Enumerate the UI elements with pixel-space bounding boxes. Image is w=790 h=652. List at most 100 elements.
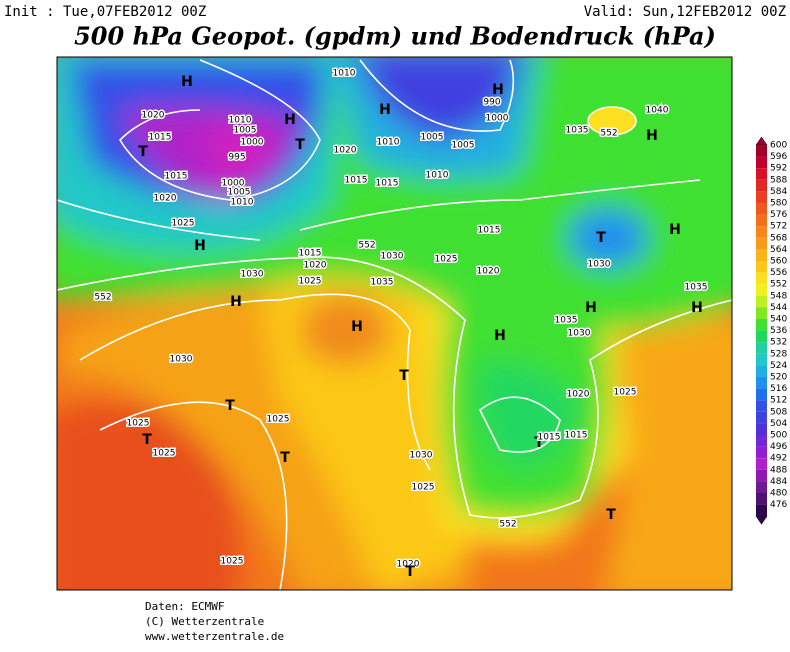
- colorbar-swatch: [756, 191, 767, 203]
- isobar-label: 1000: [241, 138, 264, 148]
- colorbar-label: 476: [770, 500, 787, 510]
- colorbar-label: 584: [770, 187, 787, 197]
- pressure-center: T: [606, 507, 616, 523]
- footer-line: Daten: ECMWF: [145, 600, 224, 613]
- colorbar-label: 512: [770, 396, 787, 406]
- colorbar-label: 536: [770, 326, 787, 336]
- isobar-label: 552: [358, 241, 375, 251]
- isobar-label: 1035: [685, 283, 708, 293]
- colorbar-label: 556: [770, 268, 787, 278]
- colorbar-label: 544: [770, 303, 787, 313]
- isobar-label: 1015: [299, 249, 322, 259]
- colorbar-tip: [755, 515, 768, 525]
- pressure-center: H: [494, 328, 506, 344]
- isobar-label: 1020: [142, 111, 165, 121]
- isobar-label: 1025: [614, 388, 637, 398]
- isobar-label: 1035: [566, 126, 589, 136]
- pressure-center: H: [181, 74, 193, 90]
- colorbar-label: 524: [770, 361, 787, 371]
- isobar-label: 1025: [127, 419, 150, 429]
- isobar-label: 1010: [231, 198, 254, 208]
- isobar-label: 1025: [299, 277, 322, 287]
- colorbar-swatch: [756, 481, 767, 493]
- colorbar-swatch: [756, 411, 767, 424]
- colorbar-label: 596: [770, 152, 787, 162]
- isobar-label: 1030: [170, 355, 193, 365]
- colorbar-swatch: [756, 377, 767, 389]
- pressure-center: H: [669, 222, 681, 238]
- colorbar-label: 592: [770, 164, 787, 174]
- isobar-label: 1030: [241, 270, 264, 280]
- colorbar-tip: [755, 136, 768, 146]
- colorbar-swatch: [756, 493, 767, 505]
- isobar-label: 1000: [222, 179, 245, 189]
- isobar-label: 1025: [435, 255, 458, 265]
- colorbar-label: 496: [770, 442, 787, 452]
- isobar-label: 1005: [234, 126, 257, 136]
- isobars: [57, 59, 732, 590]
- isobar-label: 1015: [376, 179, 399, 189]
- isobar-label: 1035: [555, 316, 578, 326]
- isobar-label: 1015: [345, 176, 368, 186]
- colorbar-swatch: [756, 214, 767, 227]
- colorbar-swatch: [756, 237, 767, 250]
- isobar-label: 1010: [377, 138, 400, 148]
- isobar-label: 1025: [172, 219, 195, 229]
- map-frame: [56, 56, 733, 591]
- colorbar-swatch: [756, 179, 767, 192]
- pressure-center: T: [138, 144, 148, 160]
- colorbar-swatch: [756, 145, 767, 157]
- pressure-center: H: [585, 300, 597, 316]
- isobar-label: 1015: [149, 133, 172, 143]
- pressure-center: T: [405, 564, 415, 580]
- isobar-label: 1035: [371, 278, 394, 288]
- isobar-label: 1015: [565, 431, 588, 441]
- colorbar-label: 532: [770, 338, 787, 348]
- isobar-label: 1020: [567, 390, 590, 400]
- isobar-label: 552: [94, 293, 111, 303]
- isobar-label: 552: [499, 520, 516, 530]
- colorbar-label: 568: [770, 233, 787, 243]
- isobar-label: 1005: [421, 133, 444, 143]
- colorbar-swatch: [756, 423, 767, 435]
- colorbar-label: 600: [770, 141, 787, 151]
- colorbar-label: 552: [770, 280, 787, 290]
- colorbar-swatch: [756, 156, 767, 169]
- pressure-center: T: [295, 137, 305, 153]
- isobar-label: 1010: [333, 69, 356, 79]
- isobar-label: 1010: [426, 171, 449, 181]
- footer-line: (C) Wetterzentrale: [145, 615, 264, 628]
- colorbar-swatch: [756, 307, 767, 319]
- colorbar-label: 580: [770, 199, 787, 209]
- pressure-center: H: [646, 128, 658, 144]
- isobar-label: 1015: [538, 433, 561, 443]
- colorbar-swatch: [756, 388, 767, 401]
- colorbar-swatch: [756, 353, 767, 366]
- colorbar-label: 560: [770, 257, 787, 267]
- colorbar-swatch: [756, 249, 767, 261]
- colorbar-label: 588: [770, 175, 787, 185]
- isobar-label: 1020: [154, 194, 177, 204]
- colorbar-label: 480: [770, 489, 787, 499]
- colorbar-swatch: [756, 319, 767, 331]
- isobar-label: 1040: [646, 106, 669, 116]
- isobar-label: 1020: [304, 261, 327, 271]
- colorbar-swatch: [756, 226, 767, 238]
- isobar-label: 1020: [334, 146, 357, 156]
- isobar-label: 1015: [478, 226, 501, 236]
- colorbar-label: 564: [770, 245, 787, 255]
- pressure-center: H: [492, 82, 504, 98]
- colorbar-swatch: [756, 504, 767, 517]
- colorbar-label: 492: [770, 454, 787, 464]
- isobar-label: 995: [228, 153, 245, 163]
- pressure-center: T: [225, 398, 235, 414]
- isobar-label: 1025: [267, 415, 290, 425]
- init-time: Init : Tue,07FEB2012 00Z: [4, 4, 206, 20]
- pressure-center: T: [280, 450, 290, 466]
- isobar-label: 1020: [477, 267, 500, 277]
- isobar-label: 1025: [412, 483, 435, 493]
- isobar-label: 1000: [486, 114, 509, 124]
- isobar-label: 1030: [588, 260, 611, 270]
- colorbar-swatch: [756, 365, 767, 377]
- colorbar-label: 516: [770, 384, 787, 394]
